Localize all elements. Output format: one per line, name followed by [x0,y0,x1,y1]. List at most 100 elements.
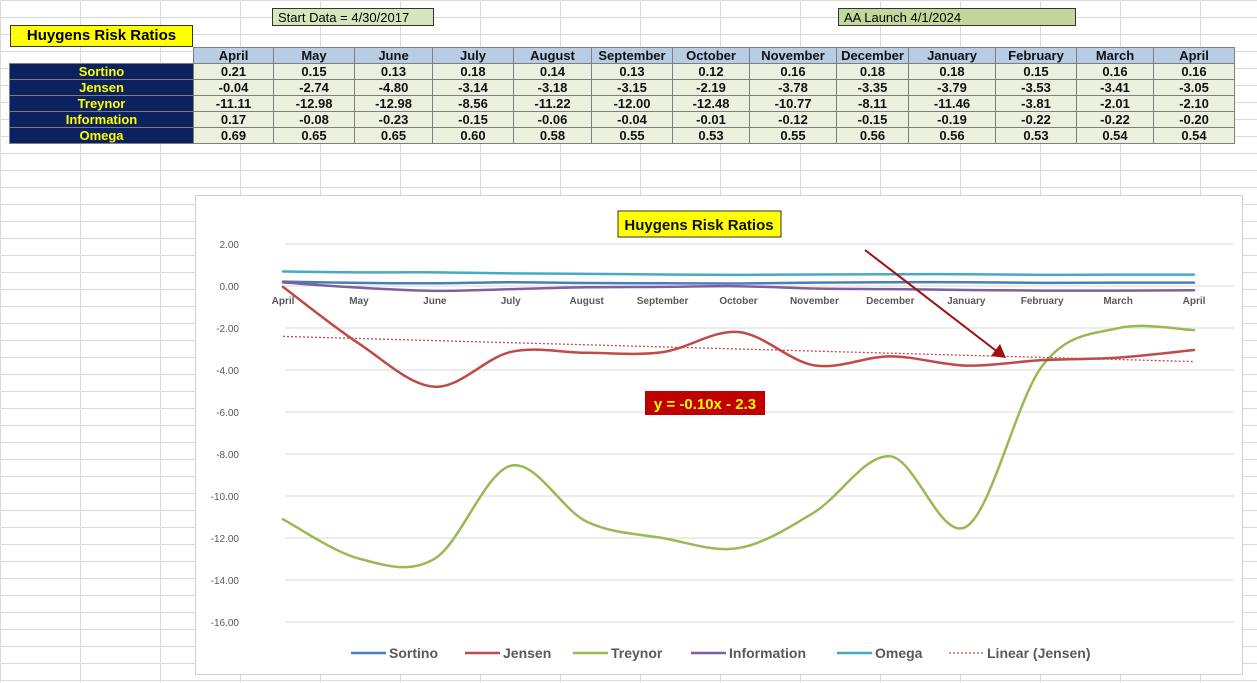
table-cell[interactable]: -0.22 [1076,111,1154,128]
table-cell[interactable]: 0.58 [513,127,592,144]
table-cell[interactable]: -0.23 [354,111,433,128]
table-cell[interactable]: -11.11 [193,95,274,112]
table-cell[interactable]: -2.74 [273,79,355,96]
table-cell[interactable]: -0.04 [193,79,274,96]
column-header: December [836,47,909,64]
table-cell[interactable]: 0.16 [1076,63,1154,80]
table-cell[interactable]: -0.08 [273,111,355,128]
legend-item: Information [691,645,806,661]
table-cell[interactable]: -10.77 [749,95,837,112]
table-cell[interactable]: 0.65 [354,127,433,144]
table-cell[interactable]: 0.53 [672,127,750,144]
risk-ratios-table: April May June July August September October No… [9,47,1235,144]
column-header: March [1076,47,1154,64]
y-tick-label: -10.00 [211,492,240,503]
x-tick-label: April [272,296,295,307]
table-cell[interactable]: 0.12 [672,63,750,80]
table-cell[interactable]: -0.15 [836,111,909,128]
table-cell[interactable]: -3.79 [908,79,996,96]
table-cell[interactable]: -3.14 [432,79,514,96]
table-cell[interactable]: -12.98 [354,95,433,112]
y-tick-label: -2.00 [216,324,239,335]
series-line-information [281,281,1196,293]
row-label: Omega [9,127,194,144]
table-cell[interactable]: -12.98 [273,95,355,112]
table-cell[interactable]: 0.14 [513,63,592,80]
sheet-title: Huygens Risk Ratios [10,25,193,47]
table-cell[interactable]: 0.56 [908,127,996,144]
table-cell[interactable]: -11.22 [513,95,592,112]
table-cell[interactable]: -2.01 [1076,95,1154,112]
table-cell[interactable]: -12.00 [591,95,673,112]
chart-title: Huygens Risk Ratios [617,210,782,238]
table-cell[interactable]: 0.21 [193,63,274,80]
column-header: February [995,47,1077,64]
table-cell[interactable]: -4.80 [354,79,433,96]
table-cell[interactable]: -8.56 [432,95,514,112]
chart-area[interactable]: 2.00 0.00 -2.00 -4.00 -6.00 -8.00 -10.00 -12.00… [195,195,1243,675]
table-cell[interactable]: -3.78 [749,79,837,96]
table-cell[interactable]: -0.04 [591,111,673,128]
table-row: Sortino 0.21 0.15 0.13 0.18 0.14 0.13 0.12 0.16 0… [9,63,1235,80]
table-cell[interactable]: 0.17 [193,111,274,128]
table-cell[interactable]: -2.19 [672,79,750,96]
table-cell[interactable]: -3.35 [836,79,909,96]
table-cell[interactable]: 0.13 [354,63,433,80]
x-tick-label: February [1021,296,1064,307]
table-cell[interactable]: 0.55 [749,127,837,144]
row-label: Treynor [9,95,194,112]
table-cell[interactable]: 0.55 [591,127,673,144]
table-cell[interactable]: -3.18 [513,79,592,96]
table-cell[interactable]: 0.54 [1076,127,1154,144]
table-cell[interactable]: 0.56 [836,127,909,144]
column-header: April [193,47,274,64]
table-cell[interactable]: 0.54 [1153,127,1235,144]
table-cell[interactable]: -0.06 [513,111,592,128]
legend-item: Jensen [465,645,551,661]
legend-item: Omega [837,645,923,661]
legend-label: Treynor [611,645,663,661]
table-cell[interactable]: 0.15 [273,63,355,80]
table-cell[interactable]: -3.53 [995,79,1077,96]
equation-box [645,391,765,415]
table-cell[interactable]: -0.15 [432,111,514,128]
legend-label: Jensen [503,645,551,661]
table-header-row: April May June July August September October No… [10,47,1235,64]
column-header: September [591,47,673,64]
equation-text: y = -0.10x - 2.3 [654,396,756,413]
x-tick-label: December [866,296,914,307]
table-cell[interactable]: -3.15 [591,79,673,96]
table-cell[interactable]: 0.18 [432,63,514,80]
table-cell[interactable]: -0.19 [908,111,996,128]
table-cell[interactable]: 0.13 [591,63,673,80]
table-cell[interactable]: -11.46 [908,95,996,112]
y-tick-label: -16.00 [211,618,240,629]
table-cell[interactable]: -0.01 [672,111,750,128]
table-cell[interactable]: -3.05 [1153,79,1235,96]
table-cell[interactable]: -12.48 [672,95,750,112]
table-cell[interactable]: 0.69 [193,127,274,144]
table-cell[interactable]: -8.11 [836,95,909,112]
table-cell[interactable]: 0.16 [749,63,837,80]
table-cell[interactable]: 0.15 [995,63,1077,80]
table-cell[interactable]: 0.18 [836,63,909,80]
table-cell[interactable]: 0.53 [995,127,1077,144]
table-cell[interactable]: -2.10 [1153,95,1235,112]
y-tick-label: 0.00 [220,282,240,293]
table-cell[interactable]: 0.65 [273,127,355,144]
table-cell[interactable]: -0.22 [995,111,1077,128]
table-cell[interactable]: -0.20 [1153,111,1235,128]
table-cell[interactable]: -3.81 [995,95,1077,112]
x-tick-label: January [947,296,986,307]
chart-title-text: Huygens Risk Ratios [624,217,773,234]
table-cell[interactable]: -3.41 [1076,79,1154,96]
x-tick-label: March [1103,296,1132,307]
table-cell[interactable]: 0.18 [908,63,996,80]
column-header: July [432,47,514,64]
y-tick-label: -6.00 [216,408,239,419]
table-cell[interactable]: 0.60 [432,127,514,144]
legend-label: Omega [875,645,923,661]
y-tick-label: -8.00 [216,450,239,461]
table-cell[interactable]: 0.16 [1153,63,1235,80]
table-cell[interactable]: -0.12 [749,111,837,128]
